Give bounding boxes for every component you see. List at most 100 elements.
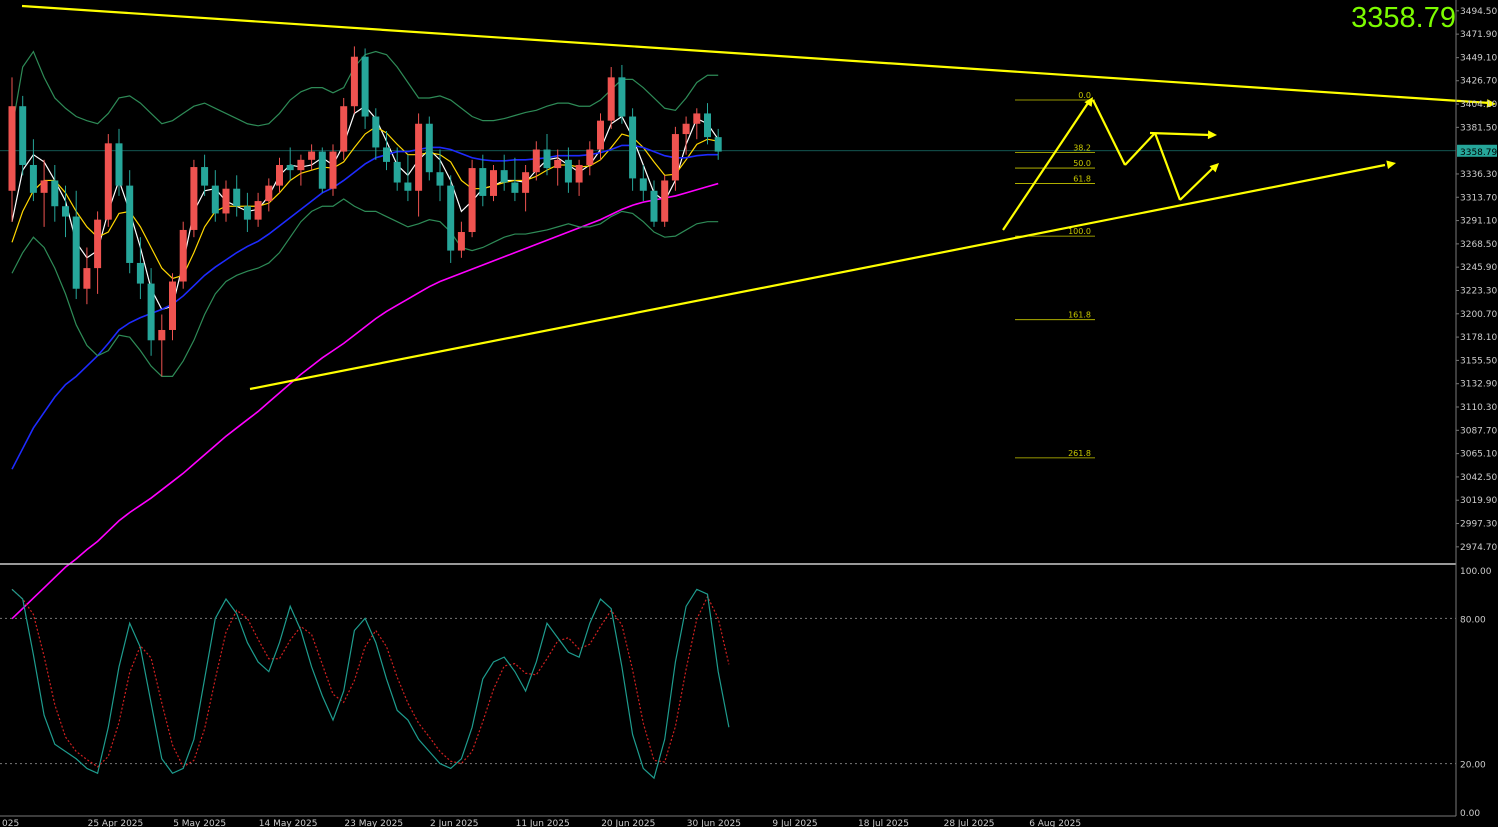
price-tick-label: 3471.90 [1460,30,1497,40]
projection-arrowhead [1084,97,1093,107]
candle-body [607,77,615,121]
fib-level-label: 161.8 [1068,311,1091,320]
date-tick-label: 30 Jun 2025 [687,819,741,827]
stoch-signal-line [11,588,730,768]
candle-body [62,206,69,217]
candle-body [704,113,711,138]
price-tick-label: 3223.30 [1460,286,1497,296]
price-tick-label: 3426.70 [1460,77,1497,87]
date-tick-label: 23 May 2025 [344,819,403,827]
indicator-line [11,198,719,377]
candle-body [671,134,679,181]
candle-body [72,216,80,289]
candle-body [265,185,273,202]
price-tick-label: 3494.50 [1460,7,1497,17]
price-tick-label: 3449.10 [1460,54,1497,64]
candle-body [682,123,690,135]
price-tick-label: 2974.70 [1460,543,1497,553]
candle-body [404,182,412,191]
candle-body [383,147,390,162]
candle-body [639,178,647,191]
candles [8,46,722,377]
price-tick-label: 3042.50 [1460,473,1497,483]
candle-body [94,219,102,269]
candle-body [126,185,134,263]
current-price-badge [1457,144,1497,157]
stoch-main-line [11,588,730,780]
candle-body [586,149,594,165]
candle-body [8,106,16,191]
fib-level-label: 50.0 [1073,159,1091,168]
candle-body [661,180,669,222]
current-price-label: 3358.79 [1351,2,1456,34]
candle-body [500,170,508,183]
indicator-line [11,105,719,311]
lower-trendline [249,163,1386,391]
candle-body [158,329,166,341]
price-tick-label: 3019.90 [1460,496,1497,506]
candle-body [329,151,337,189]
fib-level-label: 0.0 [1078,91,1091,100]
price-tick-label: 3313.70 [1460,193,1497,203]
candle-body [564,159,572,183]
candle-body [169,281,176,330]
date-tick-label: 18 Jul 2025 [858,819,909,827]
fib-level-label: 61.8 [1073,175,1091,184]
date-tick-label: 5 May 2025 [173,819,226,827]
projection-arrow-rise [1179,166,1215,201]
candle-body [254,201,262,220]
projection-arrowhead [1209,163,1219,173]
trend-lines [21,4,1496,391]
price-tick-label: 3404.10 [1460,100,1497,110]
price-tick-label: 3132.90 [1460,380,1497,390]
price-tick-label: 3268.50 [1460,240,1497,250]
candle-body [554,159,562,169]
candle-body [361,56,369,117]
osc-tick-label: 80.00 [1460,615,1486,625]
candle-body [83,268,91,289]
candle-body [40,180,48,193]
upper-trendline-arrow [1486,99,1496,108]
date-tick-label: 14 May 2025 [259,819,318,827]
indicator-line [11,144,719,470]
price-tick-label: 3245.90 [1460,263,1497,273]
indicator-lines [11,50,719,620]
candle-body [136,262,144,284]
date-tick-label: 025 [2,819,19,827]
projection-arrow-drop [1153,132,1182,201]
candle-body [243,206,251,220]
candle-body [618,77,626,117]
osc-tick-label: 100.00 [1460,567,1492,577]
price-tick-label: 3381.50 [1460,123,1497,133]
candle-body [115,143,123,186]
osc-tick-label: 20.00 [1460,761,1486,771]
candle-body [425,123,433,173]
osc-tick-label: 0.00 [1460,809,1480,819]
projection-arrow-flat [1149,131,1211,137]
candle-body [211,185,219,214]
candle-body [233,188,241,207]
candle-body [511,182,519,193]
candle-body [543,149,551,169]
candle-body [693,113,701,124]
candle-body [51,180,59,207]
candle-body [222,188,230,214]
date-tick-label: 25 Apr 2025 [88,819,144,827]
price-tick-label: 3358.79 [1460,148,1497,158]
price-tick-label: 3065.10 [1460,450,1497,460]
price-tick-label: 3200.70 [1460,310,1497,320]
candle-body [532,149,540,173]
candle-body [629,116,637,179]
candle-body [714,137,722,152]
candle-body [575,164,583,183]
stochastic-panel [0,588,1456,780]
candle-body [147,283,155,341]
fib-level-label: 261.8 [1068,449,1091,458]
candle-body [286,164,294,171]
candle-body [457,232,465,251]
candle-body [308,151,316,160]
candle-body [447,185,455,251]
price-tick-label: 3291.10 [1460,217,1497,227]
indicator-line [11,182,719,620]
